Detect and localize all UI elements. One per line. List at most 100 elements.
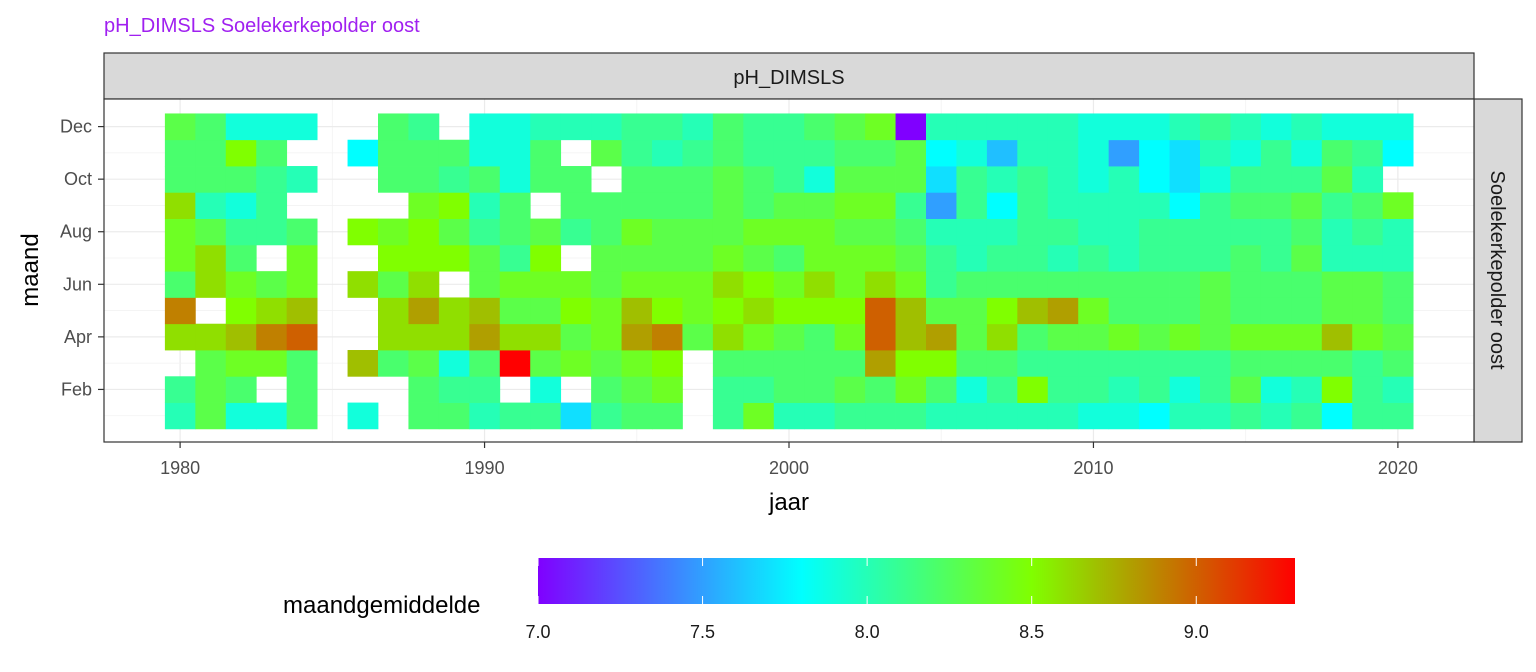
heatmap-cell	[834, 402, 866, 430]
heatmap-cell	[834, 113, 866, 141]
heatmap-cell	[408, 192, 440, 219]
x-tick-label: 1980	[160, 458, 200, 478]
heatmap-cell	[804, 323, 836, 351]
heatmap-cell	[1321, 113, 1353, 141]
heatmap-cell	[773, 402, 805, 430]
heatmap-cell	[652, 297, 683, 325]
heatmap-cell	[895, 323, 927, 351]
heatmap-cell	[1139, 402, 1170, 430]
heatmap-cell	[530, 113, 562, 141]
heatmap-cell	[1352, 192, 1384, 219]
heatmap-cell	[621, 350, 653, 377]
heatmap-cell	[1139, 350, 1170, 377]
heatmap-cell	[225, 166, 257, 193]
heatmap-cell	[773, 271, 805, 298]
heatmap-cell	[1321, 402, 1353, 430]
heatmap-cell	[773, 323, 805, 351]
heatmap-cell	[1382, 244, 1414, 272]
heatmap-cell	[591, 271, 622, 298]
heatmap-cell	[1169, 402, 1201, 430]
heatmap-cell	[1108, 271, 1140, 298]
heatmap-cell	[986, 218, 1018, 246]
heatmap-cell	[195, 376, 227, 403]
legend-tick-label: 9.0	[1184, 622, 1209, 642]
heatmap-cell	[1260, 192, 1292, 219]
heatmap-cell	[712, 139, 744, 167]
heatmap-cell	[986, 402, 1018, 430]
heatmap-cell	[1017, 166, 1049, 193]
y-axis-title: maand	[17, 233, 44, 306]
heatmap-cell	[1321, 218, 1353, 246]
heatmap-cell	[1230, 244, 1262, 272]
heatmap-cell	[408, 271, 440, 298]
heatmap-cell	[865, 244, 896, 272]
heatmap-cell	[378, 350, 409, 377]
heatmap-cell	[1291, 350, 1323, 377]
heatmap-cell	[225, 376, 257, 403]
heatmap-cell	[560, 350, 592, 377]
heatmap-cell	[408, 350, 440, 377]
heatmap-cell	[682, 218, 714, 246]
heatmap-cell	[652, 244, 683, 272]
heatmap-cell	[256, 271, 288, 298]
heatmap-cell	[438, 139, 470, 167]
heatmap-cell	[1382, 218, 1414, 246]
heatmap-cell	[834, 192, 866, 219]
heatmap-cell	[926, 297, 957, 325]
heatmap-cell	[408, 323, 440, 351]
heatmap-cell	[560, 323, 592, 351]
legend-tick-label: 8.5	[1019, 622, 1044, 642]
heatmap-cell	[1260, 271, 1292, 298]
heatmap-cell	[530, 244, 562, 272]
heatmap-cell	[895, 297, 927, 325]
heatmap-cell	[469, 323, 501, 351]
heatmap-cell	[1230, 139, 1262, 167]
heatmap-cell	[926, 402, 957, 430]
heatmap-cell	[560, 218, 592, 246]
heatmap-cell	[773, 244, 805, 272]
heatmap-cell	[530, 323, 562, 351]
heatmap-cell	[1321, 192, 1353, 219]
heatmap-cell	[469, 271, 501, 298]
heatmap-cell	[712, 166, 744, 193]
heatmap-cell	[378, 297, 409, 325]
heatmap-cell	[926, 271, 957, 298]
heatmap-cell	[591, 139, 622, 167]
heatmap-cell	[469, 113, 501, 141]
heatmap-cell	[652, 113, 683, 141]
heatmap-cell	[469, 244, 501, 272]
heatmap-cell	[1230, 166, 1262, 193]
heatmap-cell	[1260, 350, 1292, 377]
heatmap-cell	[834, 323, 866, 351]
heatmap-cell	[773, 297, 805, 325]
heatmap-cell	[926, 323, 957, 351]
heatmap-cell	[1352, 376, 1384, 403]
heatmap-cell	[865, 271, 896, 298]
heatmap-cell	[256, 113, 288, 141]
heatmap-cell	[895, 402, 927, 430]
heatmap-cell	[1230, 376, 1262, 403]
heatmap-cell	[408, 244, 440, 272]
heatmap-cell	[1260, 218, 1292, 246]
heatmap-cell	[591, 297, 622, 325]
heatmap-cell	[1078, 376, 1110, 403]
heatmap-cell	[591, 218, 622, 246]
x-tick-label: 1990	[465, 458, 505, 478]
heatmap-cell	[986, 350, 1018, 377]
heatmap-cell	[1291, 402, 1323, 430]
legend-title: maandgemiddelde	[283, 592, 480, 619]
heatmap-cell	[682, 139, 714, 167]
heatmap-cell	[1047, 323, 1079, 351]
heatmap-cell	[712, 218, 744, 246]
heatmap-cell	[530, 297, 562, 325]
heatmap-cell	[530, 166, 562, 193]
heatmap-cell	[225, 192, 257, 219]
heatmap-cell	[804, 166, 836, 193]
heatmap-cell	[956, 139, 988, 167]
heatmap-cell	[621, 297, 653, 325]
heatmap-cell	[408, 139, 440, 167]
heatmap-cell	[195, 271, 227, 298]
heatmap-cell	[1108, 323, 1140, 351]
heatmap-cell	[956, 166, 988, 193]
heatmap-cell	[804, 376, 836, 403]
